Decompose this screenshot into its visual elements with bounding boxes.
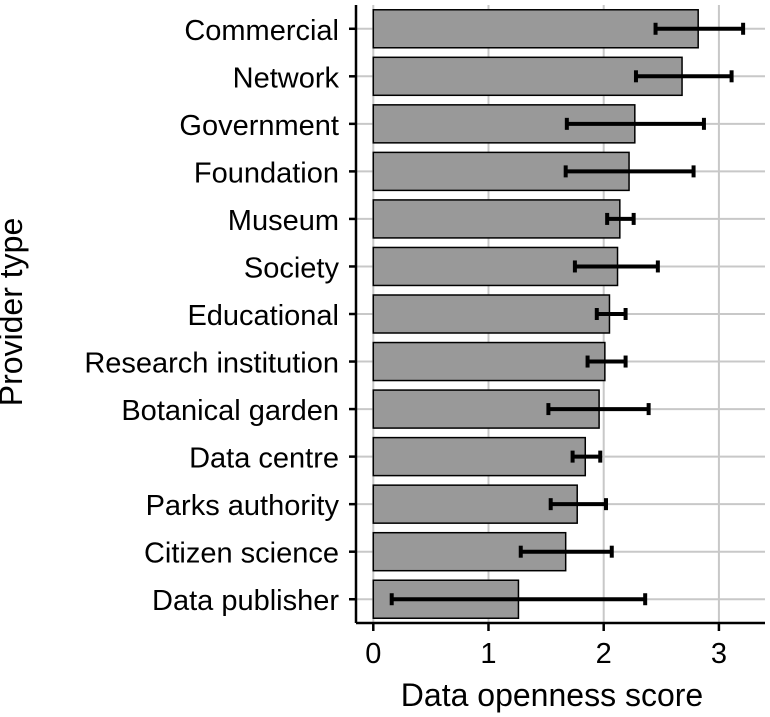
category-label: Research institution	[84, 348, 339, 380]
error-bar	[563, 165, 696, 178]
x-tick-label: 3	[711, 638, 727, 670]
category-label: Data centre	[189, 443, 339, 475]
error-bars	[389, 22, 746, 606]
error-bar	[572, 260, 660, 273]
category-label: Museum	[228, 205, 339, 237]
category-label: Citizen science	[144, 538, 339, 570]
bar	[372, 199, 621, 239]
category-label: Educational	[187, 300, 339, 332]
category-label: Network	[233, 62, 340, 94]
x-tick-label: 0	[365, 638, 381, 670]
error-bar	[518, 545, 614, 558]
error-bar	[585, 355, 628, 368]
error-bar	[546, 403, 651, 416]
category-label: Society	[244, 252, 340, 284]
bar	[372, 436, 587, 477]
category-label: Botanical garden	[121, 395, 339, 427]
bars	[372, 9, 699, 619]
x-tick-label: 2	[596, 638, 612, 670]
category-label: Foundation	[194, 157, 339, 189]
error-bar	[594, 308, 628, 320]
category-label: Government	[179, 110, 339, 142]
error-bar	[653, 22, 746, 35]
bar	[372, 9, 699, 49]
category-label: Commercial	[184, 15, 339, 47]
axes	[349, 5, 765, 631]
error-bar	[633, 70, 734, 83]
error-bar	[570, 450, 603, 463]
error-bar	[389, 593, 648, 606]
x-axis-title: Data openness score	[401, 677, 703, 713]
bar	[372, 341, 606, 382]
category-label: Parks authority	[146, 490, 340, 522]
labels: Commercial Network Government Foundation Mus…	[84, 15, 727, 670]
error-bar	[564, 117, 706, 130]
bar	[372, 294, 611, 334]
category-label: Data publisher	[152, 585, 339, 617]
error-bar	[548, 498, 609, 511]
bar	[372, 484, 578, 524]
x-tick-label: 1	[480, 638, 496, 670]
y-axis-title: Provider type	[0, 218, 29, 407]
error-bar	[605, 212, 636, 225]
